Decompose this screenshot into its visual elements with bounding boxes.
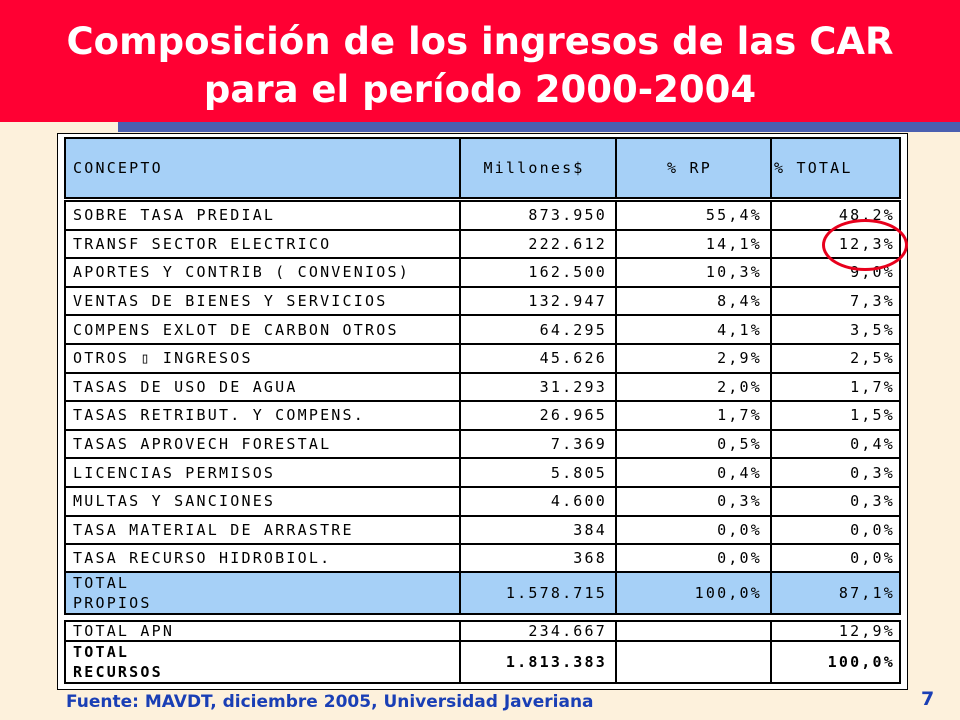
cell-millones: 31.293 <box>461 373 617 401</box>
cell-pct-rp: 2,9% <box>617 345 772 372</box>
cell-concepto: LICENCIAS PERMISOS <box>66 459 461 486</box>
cell-concepto: VENTAS DE BIENES Y SERVICIOS <box>66 287 461 315</box>
header-concepto: CONCEPTO <box>66 139 461 197</box>
cell-pct-rp: 0,0% <box>617 516 772 544</box>
table-row: TASAS APROVECH FORESTAL 7.369 0,5% 0,4% <box>64 428 901 460</box>
header-millones: Millones$ <box>461 139 617 197</box>
total-apn-pct-rp <box>617 622 772 640</box>
slide-title-line-2: para el período 2000-2004 <box>203 68 757 111</box>
total-propios-label: TOTAL PROPIOS <box>66 573 461 613</box>
cell-millones: 45.626 <box>461 345 617 372</box>
cell-pct-rp: 1,7% <box>617 402 772 429</box>
cell-pct-rp: 0,3% <box>617 488 772 515</box>
cell-concepto: TASA RECURSO HIDROBIOL. <box>66 545 461 572</box>
table-row: APORTES Y CONTRIB ( CONVENIOS) 162.500 10,… <box>64 257 901 288</box>
highlight-circle <box>822 219 908 271</box>
cell-pct-total: 0,0% <box>850 520 895 539</box>
cell-concepto: SOBRE TASA PREDIAL <box>66 202 461 229</box>
cell-pct-rp: 2,0% <box>617 373 772 401</box>
table-row: OTROS ▯ INGRESOS 45.626 2,9% 2,5% <box>64 343 901 374</box>
cell-pct-rp: 4,1% <box>617 316 772 343</box>
cell-millones: 384 <box>461 516 617 544</box>
cell-pct-total: 1,7% <box>850 377 895 396</box>
cell-pct-rp: 0,4% <box>617 459 772 486</box>
table-row: SOBRE TASA PREDIAL 873.950 55,4% 48,2% <box>64 200 901 231</box>
cell-pct-total: 2,5% <box>850 349 895 368</box>
table-header-row: CONCEPTO Millones$ % RP % TOTAL <box>64 137 901 199</box>
table-row: COMPENS EXLOT DE CARBON OTROS 64.295 4,1% 3… <box>64 314 901 345</box>
total-propios-pct-total: 87,1% <box>838 584 895 602</box>
cell-pct-rp: 14,1% <box>617 230 772 258</box>
cell-concepto: COMPENS EXLOT DE CARBON OTROS <box>66 316 461 343</box>
cell-millones: 64.295 <box>461 316 617 343</box>
title-banner <box>0 0 960 122</box>
cell-pct-total: 0,0% <box>850 549 895 568</box>
cell-pct-total: 1,5% <box>850 406 895 425</box>
cell-pct-rp: 55,4% <box>617 202 772 229</box>
cell-concepto: TASAS RETRIBUT. Y COMPENS. <box>66 402 461 429</box>
total-propios-pct-rp: 100,0% <box>617 573 772 613</box>
cell-concepto: TASAS DE USO DE AGUA <box>66 373 461 401</box>
table-row: LICENCIAS PERMISOS 5.805 0,4% 0,3% <box>64 457 901 488</box>
table-row: TASA RECURSO HIDROBIOL. 368 0,0% 0,0% <box>64 543 901 574</box>
total-recursos-label: TOTAL RECURSOS <box>66 642 461 682</box>
cell-pct-total: 7,3% <box>850 292 895 311</box>
cell-pct-total: 0,4% <box>850 435 895 454</box>
cell-pct-total: 0,3% <box>850 492 895 511</box>
total-apn-label: TOTAL APN <box>66 622 461 640</box>
slide-title: Composición de los ingresos de las CAR p… <box>0 18 960 114</box>
cell-pct-rp: 0,5% <box>617 430 772 458</box>
total-recursos-row: TOTAL RECURSOS 1.813.383 100,0% <box>64 640 901 684</box>
total-recursos-millones: 1.813.383 <box>461 642 617 682</box>
cell-concepto: TASAS APROVECH FORESTAL <box>66 430 461 458</box>
cell-pct-rp: 0,0% <box>617 545 772 572</box>
table-row: TRANSF SECTOR ELECTRICO 222.612 14,1% 12,3% <box>64 228 901 260</box>
total-recursos-pct-total: 100,0% <box>827 653 895 671</box>
cell-millones: 368 <box>461 545 617 572</box>
table-row: TASAS RETRIBUT. Y COMPENS. 26.965 1,7% 1,5% <box>64 400 901 431</box>
slide-title-line-1: Composición de los ingresos de las CAR <box>66 20 894 63</box>
cell-millones: 873.950 <box>461 202 617 229</box>
cell-concepto: APORTES Y CONTRIB ( CONVENIOS) <box>66 259 461 286</box>
table-row: TASAS DE USO DE AGUA 31.293 2,0% 1,7% <box>64 371 901 403</box>
total-apn-pct-total: 12,9% <box>838 622 895 640</box>
page-number: 7 <box>921 688 935 710</box>
cell-millones: 26.965 <box>461 402 617 429</box>
total-propios-millones: 1.578.715 <box>461 573 617 613</box>
cell-pct-rp: 10,3% <box>617 259 772 286</box>
cell-pct-total: 0,3% <box>850 463 895 482</box>
cell-millones: 7.369 <box>461 430 617 458</box>
cell-millones: 4.600 <box>461 488 617 515</box>
title-banner-shadow <box>118 122 960 132</box>
cell-pct-rp: 8,4% <box>617 287 772 315</box>
table-row: MULTAS Y SANCIONES 4.600 0,3% 0,3% <box>64 486 901 517</box>
source-note: Fuente: MAVDT, diciembre 2005, Universid… <box>66 692 594 712</box>
total-propios-row: TOTAL PROPIOS 1.578.715 100,0% 87,1% <box>64 571 901 615</box>
total-apn-row: TOTAL APN 234.667 12,9% <box>64 620 901 642</box>
table-row: TASA MATERIAL DE ARRASTRE 384 0,0% 0,0% <box>64 514 901 546</box>
cell-millones: 5.805 <box>461 459 617 486</box>
total-apn-millones: 234.667 <box>461 622 617 640</box>
total-recursos-pct-rp <box>617 642 772 682</box>
cell-millones: 132.947 <box>461 287 617 315</box>
cell-pct-total: 3,5% <box>850 320 895 339</box>
header-pct-total: % TOTAL <box>774 159 853 177</box>
cell-concepto: TRANSF SECTOR ELECTRICO <box>66 230 461 258</box>
cell-millones: 162.500 <box>461 259 617 286</box>
cell-concepto: OTROS ▯ INGRESOS <box>66 345 461 372</box>
table-row: VENTAS DE BIENES Y SERVICIOS 132.947 8,4% 7… <box>64 285 901 317</box>
income-table: CONCEPTO Millones$ % RP % TOTAL SOBRE TA… <box>57 133 908 690</box>
header-pct-rp: % RP <box>617 139 772 197</box>
cell-millones: 222.612 <box>461 230 617 258</box>
cell-concepto: TASA MATERIAL DE ARRASTRE <box>66 516 461 544</box>
cell-concepto: MULTAS Y SANCIONES <box>66 488 461 515</box>
